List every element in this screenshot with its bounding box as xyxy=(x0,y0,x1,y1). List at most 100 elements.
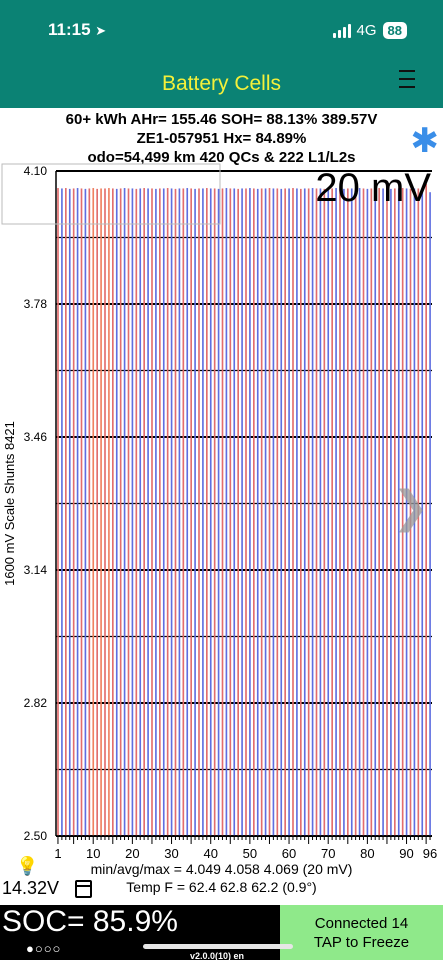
cell-bar xyxy=(256,188,259,836)
cell-bar xyxy=(57,188,59,836)
cell-bar xyxy=(311,188,314,836)
cell-bar xyxy=(315,188,318,837)
cell-bar xyxy=(354,188,357,837)
cell-bar xyxy=(394,188,396,837)
cell-bar xyxy=(382,188,384,837)
cell-bar xyxy=(225,188,228,836)
soc-panel: SOC= 85.9% ●○○○ xyxy=(0,905,280,960)
freeze-label: TAP to Freeze xyxy=(313,934,410,951)
odometer-charges-line: odo=54,499 km 420 QCs & 222 L1/L2s xyxy=(87,149,356,166)
cell-bar xyxy=(182,188,185,837)
cell-bar xyxy=(370,188,373,837)
cell-bar xyxy=(260,188,263,837)
cell-bar xyxy=(76,188,79,836)
cell-bar xyxy=(100,188,102,837)
page-indicator-dots[interactable]: ●○○○ xyxy=(26,941,62,956)
cell-bar xyxy=(292,188,294,836)
cell-bar xyxy=(108,188,110,836)
y-tick-label: 3.14 xyxy=(24,563,48,577)
cell-bar xyxy=(65,188,67,836)
cell-bar xyxy=(327,188,330,837)
hamburger-menu-icon[interactable] xyxy=(399,70,415,96)
aux-battery-voltage: 14.32V xyxy=(2,878,60,898)
cell-bar xyxy=(253,188,255,837)
cell-bar xyxy=(123,188,126,836)
x-tick-label: 60 xyxy=(282,846,296,861)
vin-health-line: ZE1-057951 Hx= 84.89% xyxy=(136,130,307,147)
chevron-right-icon[interactable]: ❯ xyxy=(392,483,429,532)
cell-bar xyxy=(343,188,345,836)
temperature-text: Temp F = 62.4 62.8 62.2 (0.9°) xyxy=(126,879,317,895)
x-tick-label: 20 xyxy=(125,846,139,861)
app-header: Battery Cells xyxy=(0,62,443,108)
cell-bar xyxy=(68,188,71,836)
cell-bar xyxy=(417,188,420,837)
cell-bar xyxy=(229,188,232,837)
cell-bar xyxy=(245,188,247,837)
cell-bar xyxy=(61,188,63,837)
cell-bar xyxy=(151,188,153,837)
cell-bar xyxy=(127,188,130,837)
home-indicator[interactable] xyxy=(143,944,293,949)
cell-bar xyxy=(162,188,165,837)
cell-bar xyxy=(307,188,310,837)
page-title: Battery Cells xyxy=(161,72,282,95)
cell-voltage-chart[interactable]: 1600 mV Scale Shunts 8421 4.10 3.78 3.46 3.1… xyxy=(0,160,443,870)
cell-bar xyxy=(409,188,412,836)
y-tick-label: 3.78 xyxy=(24,297,48,311)
location-arrow-icon: ➤ xyxy=(95,23,107,38)
lightbulb-icon[interactable]: 💡 xyxy=(16,856,39,876)
connect-freeze-button[interactable]: Connected 14 TAP to Freeze xyxy=(280,905,443,960)
x-tick-label: 80 xyxy=(360,846,374,861)
cell-bar xyxy=(198,188,200,837)
cell-bar xyxy=(217,188,220,836)
x-tick-label: 90 xyxy=(399,846,413,861)
cell-bar xyxy=(139,188,142,837)
cell-bar xyxy=(80,188,83,837)
battery-level: 88 xyxy=(382,22,407,39)
cell-bar xyxy=(350,188,353,837)
cell-bar xyxy=(178,188,181,837)
calendar-icon[interactable] xyxy=(75,880,92,898)
cell-bar xyxy=(233,188,236,837)
network-type: 4G xyxy=(356,22,377,39)
clock-text: 11:15 xyxy=(48,20,91,39)
cell-bar xyxy=(319,188,322,837)
cell-bar xyxy=(186,188,189,836)
y-tick-label: 2.82 xyxy=(24,696,48,710)
cell-bar xyxy=(96,188,98,836)
cell-bar xyxy=(84,188,87,836)
cell-bar xyxy=(147,188,149,837)
cell-bar xyxy=(413,188,416,837)
cell-bar xyxy=(296,188,298,837)
cell-bar xyxy=(339,188,341,837)
cell-bar xyxy=(347,188,349,837)
cell-bar xyxy=(378,188,380,836)
soc-text: SOC= 85.9% xyxy=(2,905,178,938)
cell-bar xyxy=(374,188,377,837)
cell-bar xyxy=(202,188,204,837)
cell-bar xyxy=(366,188,369,836)
cell-bar xyxy=(155,188,157,836)
x-tick-label: 50 xyxy=(243,846,257,861)
connect-status-label: Connected 14 xyxy=(314,915,409,932)
cell-bar xyxy=(206,188,208,836)
cell-bar xyxy=(115,188,118,836)
x-tick-label: 30 xyxy=(164,846,178,861)
cell-bar xyxy=(276,188,279,837)
cell-bar xyxy=(272,188,275,837)
cell-bar xyxy=(92,188,95,836)
cell-bar xyxy=(174,188,177,836)
cell-bar xyxy=(264,188,267,837)
cell-bar xyxy=(284,188,286,837)
cell-bar xyxy=(190,188,192,837)
cell-bar xyxy=(159,188,161,837)
zoom-scale-label[interactable]: 20 mV xyxy=(315,166,431,210)
pack-summary-line: 60+ kWh AHr= 155.46 SOH= 88.13% 389.57V xyxy=(65,111,378,128)
cell-bar xyxy=(323,188,326,836)
status-indicators: 4G 88 xyxy=(332,22,407,39)
status-bar: 11:15 ➤ 4G 88 xyxy=(0,0,443,62)
x-tick-label: 96 xyxy=(423,846,437,861)
cell-bar xyxy=(401,188,404,836)
star-icon[interactable]: ✱ xyxy=(410,122,440,160)
